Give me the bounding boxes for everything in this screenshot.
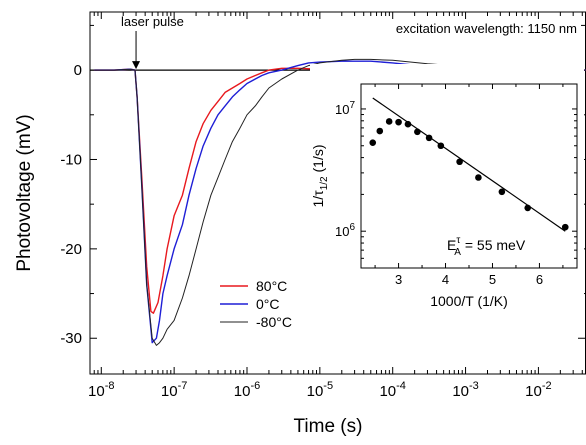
inset-x-axis-title: 1000/T (1/K): [430, 293, 508, 309]
laser-pulse-arrow-head: [132, 61, 141, 70]
inset-data-point: [376, 127, 384, 135]
y-axis-title: Photovoltage (mV): [14, 114, 35, 271]
laser-pulse-label: laser pulse: [121, 14, 184, 29]
inset-data-point: [385, 118, 393, 125]
x-tick-label: 10-3: [452, 380, 478, 400]
inset-fit-line: [372, 97, 566, 232]
inset-x-tick-label: 3: [395, 272, 402, 287]
main-plot-area: 10-8 10-7 10-6 10-5 10-4 10-3 10-2 0 -10 -20 -30 Ti…: [14, 11, 586, 437]
excitation-note: excitation wavelength: 1150 nm: [396, 21, 577, 36]
activation-energy-label: Eτ A = 55 meV: [447, 235, 526, 258]
inset-x-tick-label: 5: [489, 272, 496, 287]
inset-y-axis-title: 1/τ1/2 (1/s): [310, 144, 330, 207]
inset-data-point: [369, 139, 377, 146]
inset-y-tick-label: 107: [335, 100, 355, 117]
inset-x-tick-label: 4: [442, 272, 449, 287]
legend-label-2: 0°C: [256, 296, 280, 312]
inset-data-point: [498, 188, 506, 196]
x-tick-label: 10-6: [234, 380, 260, 400]
series-line-3: [94, 58, 586, 346]
x-tick-label: 10-7: [161, 380, 187, 400]
y-tick-label: -30: [60, 330, 82, 347]
y-tick-label: 0: [74, 62, 82, 79]
x-axis-title: Time (s): [294, 416, 363, 437]
inset-data-point: [395, 118, 402, 126]
inset-data-point: [437, 142, 445, 150]
y-tick-label: -10: [60, 151, 82, 168]
inset-data-point: [456, 158, 463, 166]
x-tick-label: 10-8: [88, 380, 114, 400]
inset-y-tick-label: 106: [335, 222, 355, 239]
legend-label-1: 80°C: [256, 278, 287, 294]
inset-data-point: [561, 223, 569, 231]
x-tick-label: 10-4: [379, 380, 405, 400]
y-tick-label: -20: [60, 241, 82, 258]
x-tick-label: 10-5: [307, 380, 333, 400]
inset-data-point: [414, 128, 421, 136]
inset-data-point: [524, 204, 531, 212]
inset-background: [310, 64, 584, 310]
x-tick-label: 10-2: [525, 380, 551, 400]
inset-data-point: [475, 174, 482, 181]
legend-label-3: -80°C: [256, 314, 292, 330]
inset-data-point: [425, 134, 433, 142]
inset-plot-area: 3 4 5 6 106 107 1000/T (1/K) 1/τ1/2 (1/s) Eτ A = …: [310, 64, 584, 310]
inset-data-point: [404, 120, 412, 128]
inset-x-tick-label: 6: [536, 272, 543, 287]
